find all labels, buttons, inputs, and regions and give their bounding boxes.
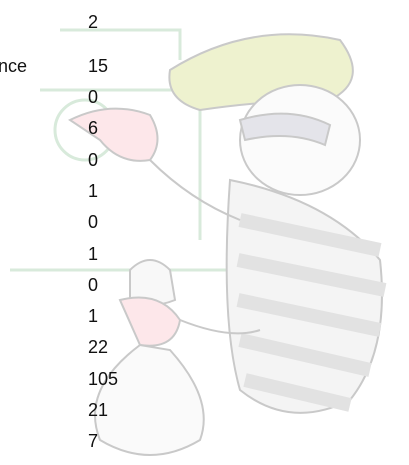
value-item: 105 <box>88 369 118 389</box>
value-item: 1 <box>88 244 98 264</box>
value-item: 0 <box>88 150 98 170</box>
value-item: 6 <box>88 118 98 138</box>
value-item: 21 <box>88 400 108 420</box>
burglar-illustration <box>0 0 409 465</box>
value-item: 0 <box>88 275 98 295</box>
figure <box>70 34 385 455</box>
value-item: 0 <box>88 87 98 107</box>
value-item: 1 <box>88 181 98 201</box>
value-item: 0 <box>88 212 98 232</box>
row-label: nce <box>0 56 27 76</box>
row-value: 15 <box>88 56 108 76</box>
top-value: 2 <box>88 12 98 32</box>
value-item: 22 <box>88 337 108 357</box>
value-item: 1 <box>88 306 98 326</box>
value-item: 7 <box>88 431 98 451</box>
page: 2 nce 15 0601010122105217 (() => { const… <box>0 0 409 465</box>
